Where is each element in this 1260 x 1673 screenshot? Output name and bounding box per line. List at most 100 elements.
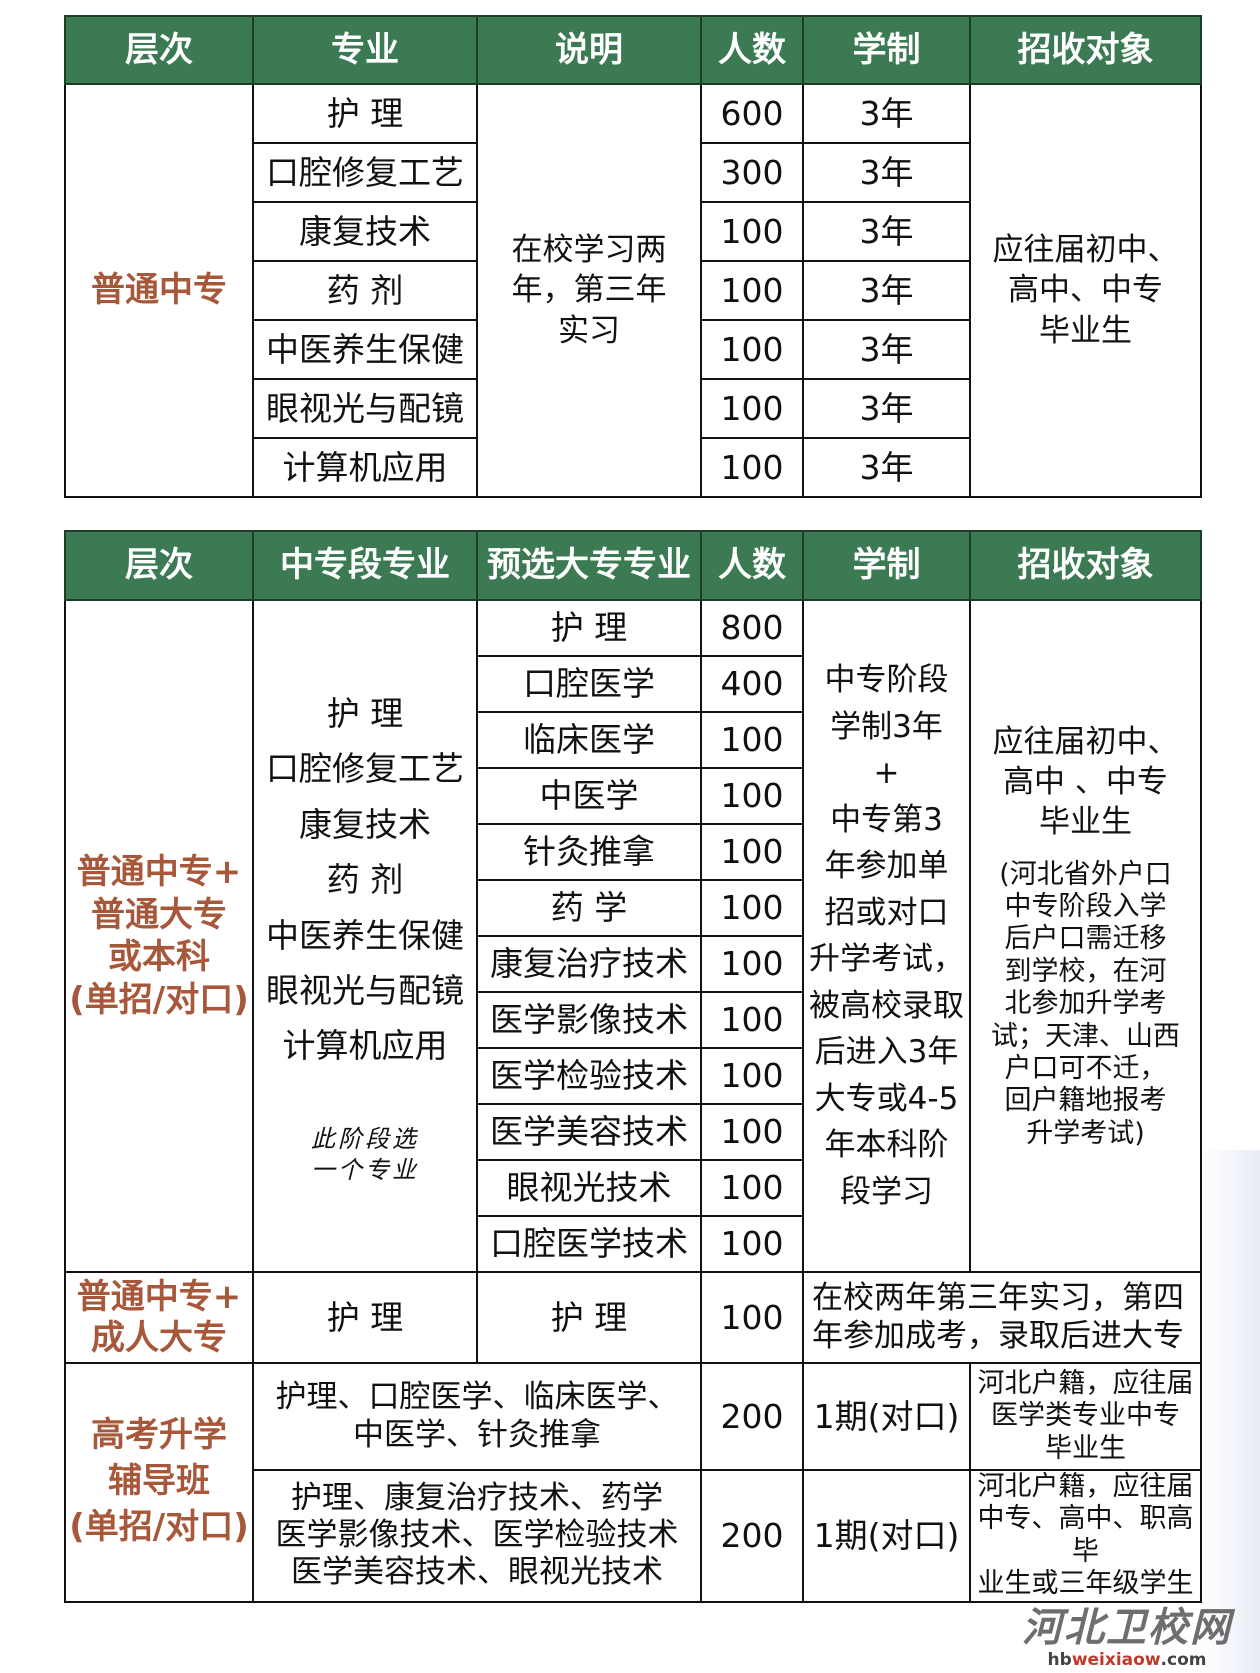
count-cell: 200 bbox=[700, 1469, 804, 1603]
college-major-cell: 护 理 bbox=[476, 1271, 702, 1364]
header-level: 层次 bbox=[64, 530, 254, 601]
count-cell: 100 bbox=[700, 1047, 804, 1105]
major-cell: 口腔修复工艺 bbox=[252, 142, 478, 203]
table-regular-secondary: 层次 专业 说明 人数 学制 招收对象 普通中专 护 理 在校学习两 年，第三年… bbox=[64, 15, 1202, 498]
count-cell: 800 bbox=[700, 599, 804, 657]
description-cell: 在校两年第三年实习，第四 年参加成考，录取后进大专 bbox=[802, 1271, 1202, 1364]
table-row: 眼视光与配镜 100 3年 bbox=[65, 378, 1201, 439]
count-cell: 100 bbox=[700, 991, 804, 1049]
count-cell: 200 bbox=[700, 1362, 804, 1471]
header-target: 招收对象 bbox=[969, 15, 1202, 85]
table-row: 口腔医学技术 100 bbox=[65, 1215, 1201, 1273]
header-major: 专业 bbox=[252, 15, 478, 85]
major-cell: 临床医学 bbox=[476, 711, 702, 769]
header-note: 说明 bbox=[476, 15, 702, 85]
years-cell: 3年 bbox=[802, 142, 971, 203]
count-cell: 100 bbox=[700, 935, 804, 993]
url-suffix: .com bbox=[1160, 1650, 1207, 1671]
count-cell: 100 bbox=[700, 437, 804, 498]
secondary-major-cell: 护 理 bbox=[252, 1271, 478, 1364]
major-cell: 药 剂 bbox=[252, 260, 478, 321]
count-cell: 100 bbox=[700, 1271, 804, 1364]
url-prefix: hb bbox=[1047, 1650, 1072, 1671]
count-cell: 100 bbox=[700, 1215, 804, 1273]
target-cell: 应往届初中、 高中 、中专 毕业生 (河北省外户口 中专阶段入学 后户口需迁移 到… bbox=[969, 599, 1202, 1273]
table-row: 药 学 100 bbox=[65, 879, 1201, 937]
duration-cell: 1期(对口) bbox=[802, 1362, 971, 1471]
header-count: 人数 bbox=[700, 15, 804, 85]
table-row: 中医养生保健 100 3年 bbox=[65, 319, 1201, 380]
handwritten-note: 此阶段选 一个专业 bbox=[311, 1124, 419, 1185]
table-row: 针灸推拿 100 bbox=[65, 823, 1201, 881]
table-row: 药 剂 100 3年 bbox=[65, 260, 1201, 321]
header-duration: 学制 bbox=[802, 15, 971, 85]
background-fade bbox=[1200, 1150, 1260, 1673]
duration-cell: 1期(对口) bbox=[802, 1469, 971, 1603]
count-cell: 100 bbox=[700, 823, 804, 881]
header-target: 招收对象 bbox=[969, 530, 1202, 601]
table-row: 口腔修复工艺 300 3年 bbox=[65, 142, 1201, 203]
count-cell: 600 bbox=[700, 83, 804, 144]
watermark-url: hbweixiaow.com bbox=[1022, 1651, 1232, 1671]
major-cell: 医学美容技术 bbox=[476, 1103, 702, 1161]
table-row: 中医学 100 bbox=[65, 767, 1201, 825]
major-cell: 口腔医学技术 bbox=[476, 1215, 702, 1273]
count-cell: 300 bbox=[700, 142, 804, 203]
years-cell: 3年 bbox=[802, 260, 971, 321]
years-cell: 3年 bbox=[802, 378, 971, 439]
major-cell: 计算机应用 bbox=[252, 437, 478, 498]
table-row: 护理、康复治疗技术、药学 医学影像技术、医学检验技术 医学美容技术、眼视光技术 … bbox=[65, 1469, 1202, 1603]
table-row: 普通中专+ 普通大专 或本科 (单招/对口) 护 理 口腔修复工艺 康复技术 药… bbox=[64, 599, 1202, 1273]
header-secondary-major: 中专段专业 bbox=[252, 530, 478, 601]
years-cell: 3年 bbox=[802, 319, 971, 380]
level-cell: 高考升学 辅导班 (单招/对口) bbox=[64, 1362, 254, 1603]
table-row: 医学检验技术 100 bbox=[65, 1047, 1201, 1105]
level-cell: 普通中专+ 成人大专 bbox=[64, 1271, 254, 1364]
table-row: 医学影像技术 100 bbox=[65, 991, 1201, 1049]
table-combined-programs: 层次 中专段专业 预选大专专业 人数 学制 招收对象 普通中专+ 普通大专 或本… bbox=[64, 530, 1202, 1603]
header-count: 人数 bbox=[700, 530, 804, 601]
count-cell: 100 bbox=[700, 319, 804, 380]
majors-cell: 护理、康复治疗技术、药学 医学影像技术、医学检验技术 医学美容技术、眼视光技术 bbox=[252, 1469, 702, 1603]
major-cell: 中医养生保健 bbox=[252, 319, 478, 380]
major-cell: 康复治疗技术 bbox=[476, 935, 702, 993]
count-cell: 100 bbox=[700, 378, 804, 439]
count-cell: 100 bbox=[700, 1103, 804, 1161]
note-cell: 在校学习两 年，第三年 实习 bbox=[476, 83, 702, 498]
header-college-major: 预选大专专业 bbox=[476, 530, 702, 601]
table-row: 口腔医学 400 bbox=[65, 655, 1201, 713]
table-row: 康复技术 100 3年 bbox=[65, 201, 1201, 262]
secondary-majors-cell: 护 理 口腔修复工艺 康复技术 药 剂 中医养生保健 眼视光与配镜 计算机应用此… bbox=[252, 599, 478, 1273]
major-cell: 康复技术 bbox=[252, 201, 478, 262]
target-text: 应往届初中、 高中 、中专 毕业生 bbox=[992, 723, 1179, 841]
major-cell: 中医学 bbox=[476, 767, 702, 825]
watermark-name: 河北卫校网 bbox=[1022, 1605, 1232, 1652]
target-cell: 河北户籍，应往届 中专、高中、职高毕 业生或三年级学生 bbox=[969, 1469, 1202, 1603]
watermark-logo: 河北卫校网 hbweixiaow.com bbox=[1022, 1605, 1232, 1671]
years-cell: 3年 bbox=[802, 83, 971, 144]
level-cell: 普通中专 bbox=[64, 83, 254, 498]
url-highlight: weixiaow bbox=[1071, 1650, 1161, 1671]
level-cell: 普通中专+ 普通大专 或本科 (单招/对口) bbox=[64, 599, 254, 1273]
count-cell: 400 bbox=[700, 655, 804, 713]
count-cell: 100 bbox=[700, 711, 804, 769]
major-cell: 针灸推拿 bbox=[476, 823, 702, 881]
duration-cell: 中专阶段 学制3年 + 中专第3 年参加单 招或对口 升学考试， 被高校录取 后… bbox=[802, 599, 971, 1273]
count-cell: 100 bbox=[700, 879, 804, 937]
header-level: 层次 bbox=[64, 15, 254, 85]
table-row: 医学美容技术 100 bbox=[65, 1103, 1201, 1161]
count-cell: 100 bbox=[700, 201, 804, 262]
major-cell: 医学影像技术 bbox=[476, 991, 702, 1049]
table-row: 临床医学 100 bbox=[65, 711, 1201, 769]
table-row: 康复治疗技术 100 bbox=[65, 935, 1201, 993]
years-cell: 3年 bbox=[802, 201, 971, 262]
table-row: 计算机应用 100 3年 bbox=[65, 437, 1201, 498]
major-cell: 药 学 bbox=[476, 879, 702, 937]
table-header: 层次 中专段专业 预选大专专业 人数 学制 招收对象 bbox=[64, 530, 1202, 601]
target-cell: 河北户籍，应往届 医学类专业中专 毕业生 bbox=[969, 1362, 1202, 1471]
major-cell: 眼视光技术 bbox=[476, 1159, 702, 1217]
majors-cell: 护理、口腔医学、临床医学、 中医学、针灸推拿 bbox=[252, 1362, 702, 1471]
count-cell: 100 bbox=[700, 260, 804, 321]
table-row: 普通中专 护 理 在校学习两 年，第三年 实习 600 3年 应往届初中、 高中… bbox=[64, 83, 1202, 498]
count-cell: 100 bbox=[700, 767, 804, 825]
